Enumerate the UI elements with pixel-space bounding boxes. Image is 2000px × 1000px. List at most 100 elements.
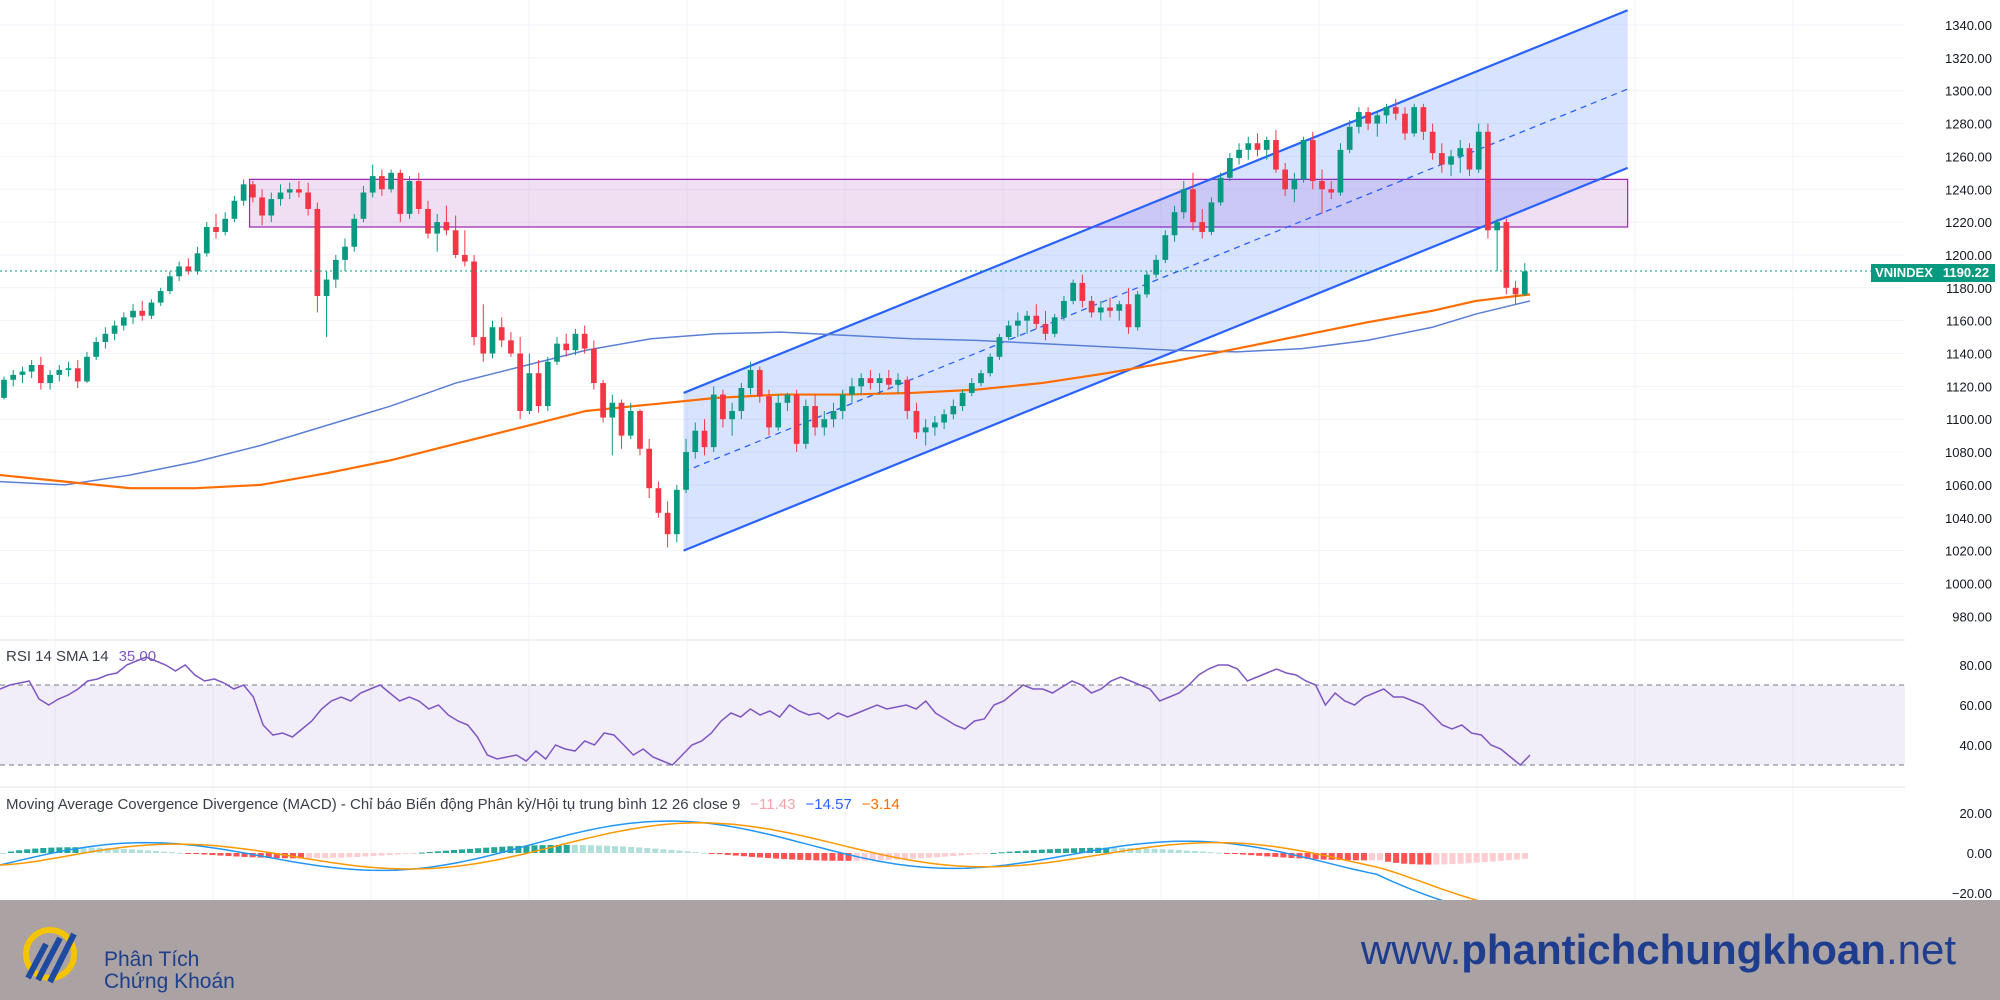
candle-body (554, 343, 560, 362)
macd-histogram-bar (32, 848, 39, 853)
macd-histogram-bar (378, 853, 385, 856)
candle-body (10, 374, 17, 380)
macd-histogram-bar (1417, 853, 1424, 865)
candle-body (1199, 222, 1206, 232)
macd-histogram-value: −11.43 (750, 796, 796, 813)
macd-histogram-bar (161, 851, 168, 853)
rsi-title: RSI 14 SMA 14 (6, 648, 109, 665)
rsi-tick-label: 40.00 (1959, 738, 1992, 753)
price-tick-label: 1180.00 (1946, 281, 1992, 296)
candle-body (1282, 169, 1289, 190)
macd-histogram-bar (1505, 853, 1512, 861)
candle-body (904, 379, 911, 411)
macd-histogram-bar (982, 853, 989, 854)
macd-histogram-bar (603, 845, 610, 853)
price-tick-label: 1000.00 (1945, 576, 1992, 591)
footer-banner: Phân Tích Chứng Khoán www.phantichchungk… (0, 900, 2000, 1000)
macd-histogram-bar (1232, 853, 1239, 854)
macd-histogram-bar (1513, 853, 1520, 860)
resistance-zone[interactable] (248, 178, 1629, 228)
macd-histogram-bar (515, 845, 522, 853)
macd-histogram-bar (120, 848, 127, 853)
macd-histogram-bar (450, 850, 457, 853)
candle-body (47, 374, 53, 384)
candle-body (1024, 315, 1030, 321)
candle-body (56, 369, 63, 375)
candle-body (120, 317, 127, 326)
macd-histogram-bar (1368, 853, 1375, 861)
candle-body (452, 230, 459, 255)
candle-body (231, 200, 238, 219)
macd-histogram-bar (394, 853, 401, 855)
macd-histogram-bar (177, 852, 184, 854)
candle-body (793, 394, 800, 444)
candle-body (1236, 149, 1242, 159)
candle-body (508, 340, 514, 354)
macd-histogram-bar (8, 851, 15, 853)
price-pane[interactable] (0, 9, 1905, 552)
macd-histogram-bar (410, 853, 417, 854)
candle-body (1014, 320, 1021, 326)
candle-body (332, 259, 339, 280)
candle-body (830, 410, 837, 420)
macd-histogram-bar (942, 853, 949, 857)
candle-body (222, 218, 229, 232)
candle-body (839, 394, 846, 411)
price-tick-label: 1280.00 (1945, 117, 1992, 132)
macd-histogram-bar (209, 853, 216, 856)
macd-histogram-bar (24, 849, 31, 853)
macd-histogram-bar (1425, 853, 1432, 865)
macd-histogram-bar (781, 853, 788, 860)
candle-body (1097, 307, 1104, 313)
website-url[interactable]: www.phantichchungkhoan.net (1361, 926, 1956, 974)
macd-histogram-bar (185, 853, 192, 854)
macd-histogram-bar (233, 853, 240, 857)
macd-pane[interactable] (0, 820, 1528, 900)
price-axis[interactable]: 1340.00 1320.00 1300.00 1280.00 1260.00 1240.… (1945, 18, 1992, 900)
candle-body (600, 383, 606, 418)
candle-body (1374, 115, 1381, 124)
candle-body (1107, 307, 1113, 311)
candle-body (111, 325, 118, 334)
candle-body (1392, 107, 1399, 114)
candle-body (572, 333, 579, 351)
candle-body (591, 348, 597, 384)
candle-body (314, 208, 321, 297)
price-tick-label: 1160.00 (1946, 314, 1992, 329)
macd-histogram-bar (434, 851, 441, 853)
candle-body (1402, 113, 1408, 134)
channel-lower-line[interactable] (683, 166, 1629, 552)
candle-body (84, 356, 90, 382)
macd-line (0, 820, 1444, 900)
candle-body (1226, 158, 1233, 178)
macd-histogram-bar (1264, 853, 1271, 857)
candle-body (1217, 177, 1224, 203)
price-tick-label: 1140.00 (1946, 347, 1992, 362)
candle-body (581, 333, 588, 349)
brand-logo[interactable]: Phân Tích Chứng Khoán (20, 914, 260, 994)
chart-logo-icon (23, 927, 77, 984)
macd-histogram-bar (708, 853, 715, 854)
macd-histogram-bar (644, 848, 651, 853)
macd-histogram-bar (869, 853, 876, 861)
macd-histogram-bar (1352, 853, 1359, 861)
rsi-pane[interactable] (0, 656, 1905, 767)
url-domain: phantichchungkhoan (1461, 926, 1886, 973)
macd-histogram-bar (330, 853, 337, 858)
macd-histogram-bar (1030, 850, 1037, 853)
trading-chart[interactable]: 1340.00 1320.00 1300.00 1280.00 1260.00 1240.… (0, 0, 2000, 900)
price-tick-label: 1060.00 (1945, 478, 1992, 493)
rsi-legend: RSI 14 SMA 14 35.00 (6, 648, 166, 665)
candle-body (766, 396, 772, 428)
candle-body (259, 197, 265, 216)
candle-body (664, 512, 671, 535)
macd-histogram-bar (837, 853, 844, 861)
candle-body (480, 337, 487, 354)
candle-body (1356, 112, 1362, 127)
macd-histogram-bar (579, 845, 586, 853)
candle-body (1208, 202, 1215, 232)
candle-body (305, 192, 312, 209)
candle-body (1125, 304, 1132, 328)
candle-body (673, 489, 680, 535)
channel-upper-line[interactable] (683, 9, 1629, 394)
